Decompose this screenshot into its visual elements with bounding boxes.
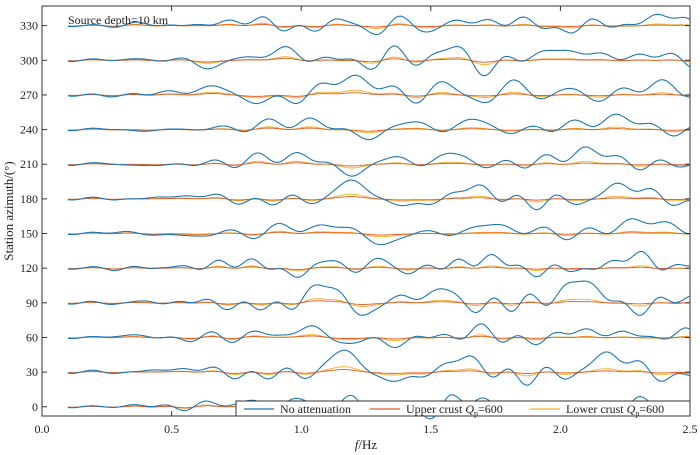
y-tick-label: 270 xyxy=(20,88,38,102)
trace-240-series-0 xyxy=(67,113,691,141)
x-tick-label: 2.0 xyxy=(553,422,568,436)
trace-150-series-1 xyxy=(67,231,690,236)
x-tick-label: 2.5 xyxy=(683,422,698,436)
y-tick-label: 0 xyxy=(32,400,38,414)
legend-label-upper-crust: Upper crust Qp=600 xyxy=(406,402,503,418)
legend-label-no-attenuation: No attenuation xyxy=(280,402,351,416)
y-tick-label: 240 xyxy=(20,123,38,137)
x-axis: 0.0 0.5 1.0 1.5 2.0 2.5 xyxy=(35,6,698,436)
trace-90-series-0 xyxy=(67,280,691,316)
y-axis-title: Station azimuth/(°) xyxy=(1,161,16,260)
trace-180-series-0 xyxy=(67,179,691,211)
y-tick-label: 120 xyxy=(20,261,38,275)
trace-180-series-1 xyxy=(67,196,690,201)
trace-30-series-0 xyxy=(67,349,691,386)
x-axis-title: f/Hz xyxy=(355,437,378,452)
x-tick-label: 0.0 xyxy=(35,422,50,436)
x-axis-title-f: f xyxy=(355,437,361,452)
y-axis: 0 30 60 90 120 150 180 210 240 270 300 330 xyxy=(20,19,690,414)
trace-60-series-0 xyxy=(67,323,691,349)
x-tick-label: 1.0 xyxy=(294,422,309,436)
trace-180-series-2 xyxy=(67,193,690,203)
trace-150-series-0 xyxy=(67,218,691,246)
y-tick-label: 60 xyxy=(26,330,38,344)
trace-270-series-2 xyxy=(67,89,690,99)
y-tick-label: 90 xyxy=(26,296,38,310)
trace-270-series-0 xyxy=(67,74,690,105)
legend: No attenuation Upper crust Qp=600 Lower … xyxy=(235,400,691,418)
trace-300-series-0 xyxy=(67,45,691,77)
y-tick-label: 30 xyxy=(26,365,38,379)
source-depth-annotation: Source depth=10 km xyxy=(68,13,169,27)
trace-210-series-0 xyxy=(67,146,691,177)
x-tick-label: 0.5 xyxy=(164,422,179,436)
x-tick-label: 1.5 xyxy=(423,422,438,436)
trace-30-series-1 xyxy=(67,369,690,374)
legend-box xyxy=(235,400,691,417)
y-tick-label: 210 xyxy=(20,157,38,171)
trace-120-series-0 xyxy=(67,250,690,278)
trace-330-series-0 xyxy=(67,13,691,36)
trace-270-series-1 xyxy=(67,92,690,97)
y-tick-label: 330 xyxy=(20,19,38,33)
y-tick-label: 150 xyxy=(20,227,38,241)
x-axis-title-unit: /Hz xyxy=(358,437,377,452)
y-tick-label: 180 xyxy=(20,192,38,206)
legend-label-lower-crust: Lower crust Qp=600 xyxy=(566,402,664,418)
y-tick-label: 300 xyxy=(20,53,38,67)
traces-group xyxy=(67,13,691,420)
